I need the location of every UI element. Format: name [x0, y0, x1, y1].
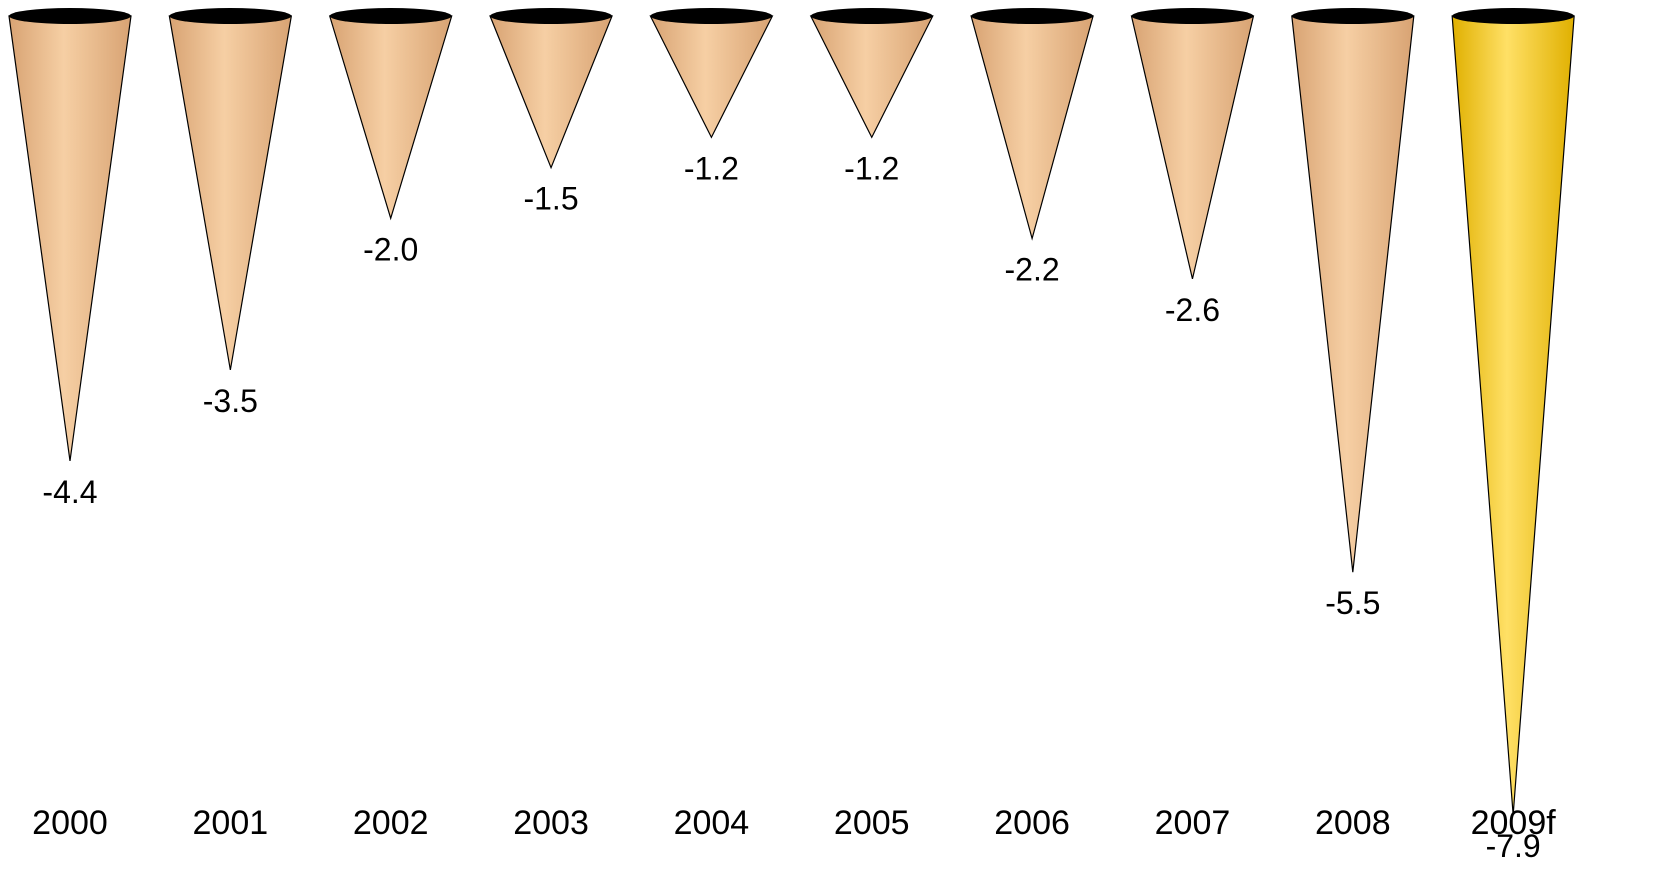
value-label-2009f: -7.9	[1486, 828, 1541, 864]
cone-bar-2009f	[1451, 8, 1575, 815]
value-label-2000: -4.4	[42, 474, 97, 510]
cone-body-2006	[970, 15, 1094, 241]
cone-body-2002	[328, 15, 453, 221]
cone-bar-2006	[970, 8, 1094, 241]
cone-rim-2007	[1131, 8, 1254, 24]
cone-body-2001	[168, 15, 293, 371]
cone-bar-2004	[649, 8, 774, 139]
cone-rim-2002	[329, 8, 452, 24]
value-labels-layer: -4.4 -3.5 -2.0 -1.5 -1.2 -1.2 -2.2 -2.6 -5.5 -7.9	[42, 150, 1540, 864]
category-label-2000: 2000	[32, 804, 108, 842]
cone-bar-2003	[489, 8, 613, 170]
cone-body-2005	[809, 15, 934, 139]
cone-bar-2001	[168, 8, 293, 371]
cone-bar-2007	[1130, 8, 1255, 280]
value-label-2002: -2.0	[363, 231, 418, 267]
cone-rim-2005	[810, 8, 933, 24]
category-label-2001: 2001	[193, 804, 269, 842]
cone-body-2004	[649, 15, 774, 139]
cone-body-2009f	[1451, 15, 1575, 815]
category-label-2004: 2004	[674, 804, 750, 842]
cone-rim-2004	[650, 8, 773, 24]
value-label-2003: -1.5	[523, 181, 578, 217]
cones-layer	[8, 8, 1575, 815]
value-label-2001: -3.5	[203, 383, 258, 419]
cone-bar-2000	[8, 8, 132, 462]
cone-bar-2002	[328, 8, 453, 221]
value-label-2007: -2.6	[1165, 292, 1220, 328]
category-labels-layer: 2000 2001 2002 2003 2004 2005 2006 2007 2008 2009…	[32, 804, 1556, 842]
value-label-2005: -1.2	[844, 150, 899, 186]
value-label-2004: -1.2	[684, 150, 739, 186]
category-label-2002: 2002	[353, 804, 429, 842]
value-label-2006: -2.2	[1005, 251, 1060, 287]
cone-bar-2008	[1291, 8, 1415, 573]
category-label-2007: 2007	[1155, 804, 1231, 842]
value-label-2008: -5.5	[1325, 585, 1380, 621]
cone-rim-2008	[1291, 8, 1414, 24]
category-label-2005: 2005	[834, 804, 910, 842]
category-label-2008: 2008	[1315, 804, 1391, 842]
cone-rim-2001	[169, 8, 292, 24]
cone-bar-2005	[809, 8, 934, 139]
category-label-2009f: 2009f	[1471, 804, 1557, 842]
cone-rim-2000	[9, 8, 131, 24]
cone-body-2008	[1291, 15, 1415, 573]
cone-body-2003	[489, 15, 613, 170]
cone-rim-2009f	[1452, 8, 1575, 24]
category-label-2003: 2003	[513, 804, 589, 842]
cone-body-2000	[8, 15, 132, 462]
cone-rim-2006	[971, 8, 1094, 24]
category-label-2006: 2006	[994, 804, 1070, 842]
cone-rim-2003	[490, 8, 613, 24]
cone-body-2007	[1130, 15, 1255, 280]
